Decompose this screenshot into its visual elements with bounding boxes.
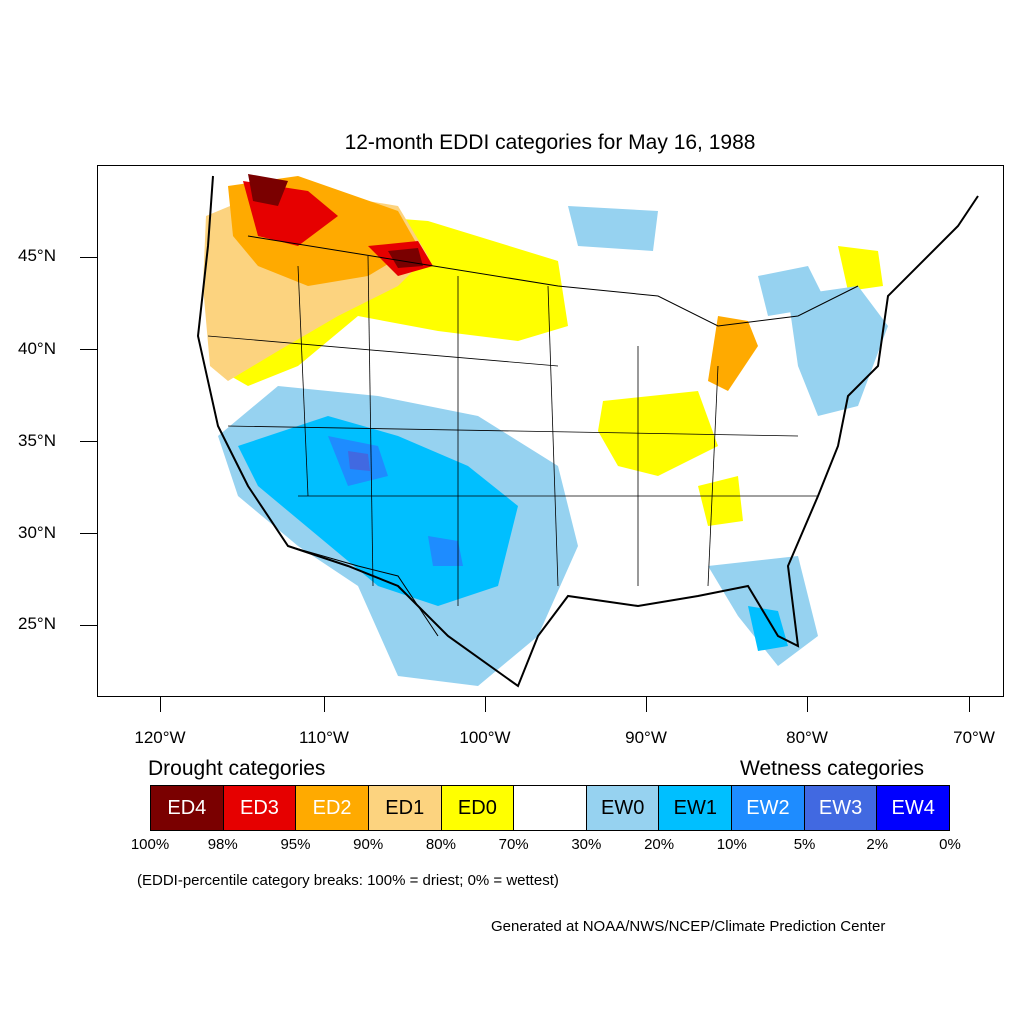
map-canvas xyxy=(196,174,979,688)
mexico-border xyxy=(287,545,439,637)
canada-border xyxy=(247,235,859,327)
legend-cell: EW2 xyxy=(732,786,805,830)
legend-cell: EW1 xyxy=(659,786,733,830)
lat-label: 35°N xyxy=(18,431,56,450)
legend-cell: ED2 xyxy=(296,786,369,830)
legend-cell: ED3 xyxy=(223,786,297,830)
credit-line: Generated at NOAA/NWS/NCEP/Climate Predi… xyxy=(491,918,886,935)
drought-regions xyxy=(203,174,883,526)
legend-break-label: 0% xyxy=(939,836,961,853)
us-outline xyxy=(196,175,979,688)
ew0-region xyxy=(568,206,658,251)
lon-label: 90°W xyxy=(625,728,667,747)
legend-break-label: 5% xyxy=(793,836,816,853)
legend-break-label: 20% xyxy=(644,836,675,853)
legend-cell: EW0 xyxy=(586,786,660,830)
lon-label: 70°W xyxy=(953,728,995,747)
lon-label: 100°W xyxy=(459,728,511,747)
ew0-region xyxy=(788,286,888,416)
legend-cell xyxy=(514,786,587,830)
lon-tick xyxy=(324,697,325,712)
lat-tick xyxy=(80,533,97,534)
lon-tick xyxy=(160,697,161,712)
lon-tick xyxy=(807,697,808,712)
lat-label: 25°N xyxy=(18,614,56,633)
legend-break-label: 95% xyxy=(280,836,311,853)
legend-break-label: 90% xyxy=(353,836,384,853)
lat-label: 40°N xyxy=(18,339,56,358)
legend-cell: ED1 xyxy=(368,786,442,830)
ew1-region xyxy=(748,606,788,651)
legend-cell: EW4 xyxy=(877,786,950,830)
lat-label: 45°N xyxy=(18,246,56,265)
legend-break-label: 2% xyxy=(866,836,889,853)
ew2-region xyxy=(428,536,463,566)
lon-tick xyxy=(646,697,647,712)
lon-label: 120°W xyxy=(134,728,186,747)
ed4-region xyxy=(248,174,288,206)
legend-break-label: 98% xyxy=(207,836,238,853)
legend-break-label: 100% xyxy=(130,836,170,853)
lat-tick xyxy=(80,257,97,258)
legend-colorbar: ED4 ED3 ED2 ED1 ED0 EW0 EW1 EW2 EW3 EW4 xyxy=(150,785,950,831)
lon-label: 110°W xyxy=(299,728,349,747)
category-note: (EDDI-percentile category breaks: 100% =… xyxy=(137,872,559,889)
legend-break-label: 70% xyxy=(498,836,529,853)
eddi-map xyxy=(97,165,1004,697)
state-lines xyxy=(207,255,818,606)
lat-tick xyxy=(80,349,97,350)
wetness-regions xyxy=(218,206,888,686)
legend-cell: ED0 xyxy=(441,786,515,830)
legend-cell: EW3 xyxy=(804,786,878,830)
ew3-region xyxy=(348,451,370,471)
boundaries xyxy=(196,175,979,688)
legend-break-label: 80% xyxy=(425,836,456,853)
drought-heading: Drought categories xyxy=(148,757,326,780)
ew0-region xyxy=(758,266,828,316)
ed0-region xyxy=(838,246,883,291)
lat-tick xyxy=(80,441,97,442)
legend-cell: ED4 xyxy=(151,786,224,830)
map-title: 12-month EDDI categories for May 16, 198… xyxy=(344,131,756,154)
lon-label: 80°W xyxy=(786,728,828,747)
legend-break-label: 30% xyxy=(571,836,602,853)
lat-label: 30°N xyxy=(18,523,56,542)
lon-tick xyxy=(969,697,970,712)
legend-break-label: 10% xyxy=(716,836,747,853)
ed0-region xyxy=(698,476,743,526)
lon-tick xyxy=(485,697,486,712)
wetness-heading: Wetness categories xyxy=(740,757,925,780)
lat-tick xyxy=(80,625,97,626)
ed2-region xyxy=(708,316,758,391)
